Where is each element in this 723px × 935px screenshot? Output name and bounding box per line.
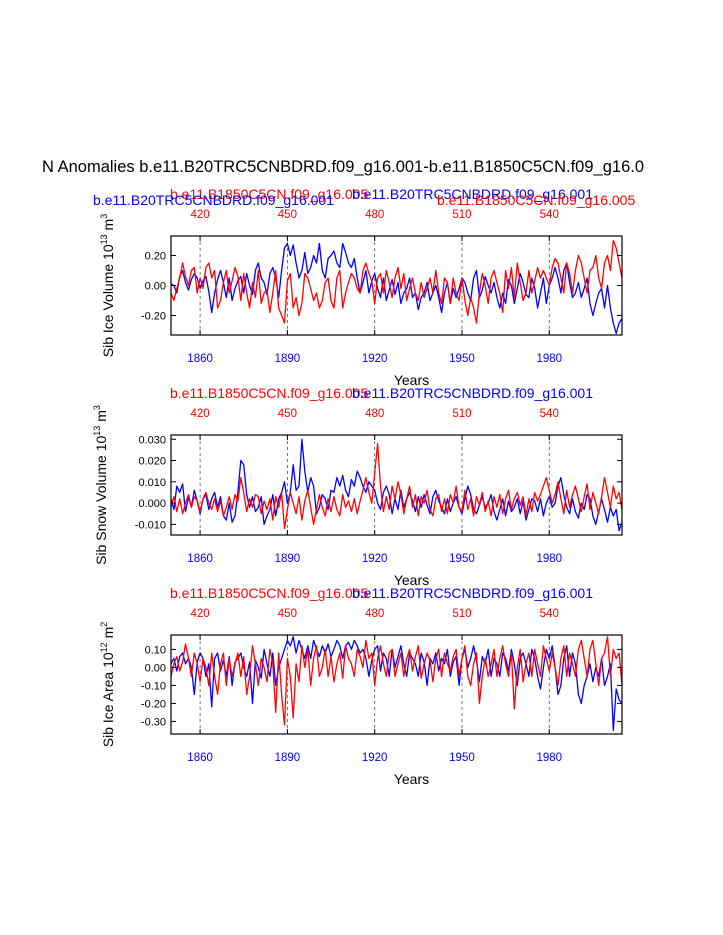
y-tick-label: 0.00 (145, 281, 166, 293)
y-axis-title-exponent: 12 (99, 642, 109, 652)
series-line-blue (171, 438, 622, 532)
y-tick-label: -0.30 (141, 716, 166, 728)
x-tick-label: 1980 (536, 553, 562, 565)
series-group (171, 636, 622, 732)
y-axis-title-main: Sib Ice Volume 10 (100, 244, 116, 357)
x-tick-label: 1920 (362, 553, 388, 565)
top-tick-label: 540 (540, 408, 559, 420)
top-tick-label: 540 (540, 608, 559, 620)
top-tick-label: 450 (278, 408, 297, 420)
series-line-red (171, 239, 622, 324)
y-axis-title-main: Sib Snow Volume 10 (93, 435, 109, 564)
x-tick-label: 1980 (536, 752, 562, 764)
chart-panels: -0.20 0.00 0.20 1860 1890 1920 1950 1980 420 450 4… (92, 186, 635, 787)
y-tick-label: 0.000 (138, 498, 166, 510)
x-axis-title: Years (394, 372, 429, 388)
run-label-blue: b.e11.B20TRC5CNBDRD.f09_g16.001 (352, 186, 593, 202)
x-axis-title: Years (394, 572, 429, 588)
top-tick-label: 510 (452, 209, 471, 221)
chart-panel-1: -0.20 0.00 0.20 1860 1890 1920 1950 1980 420 450 4… (93, 186, 635, 388)
y-axis-title-unit: m (93, 410, 109, 426)
run-label-blue-2: b.e11.B20TRC5CNBDRD.f09_g16.001 (93, 192, 334, 208)
x-tick-label: 1920 (362, 353, 388, 365)
y-tick-label: 0.010 (138, 477, 166, 489)
run-label-red-2: b.e11.B1850C5CN.f09_g16.005 (437, 192, 635, 208)
run-label-blue: b.e11.B20TRC5CNBDRD.f09_g16.001 (352, 385, 593, 401)
x-tick-label: 1890 (275, 752, 301, 764)
x-axis-title: Years (394, 771, 429, 787)
y-tick-label: 0.00 (145, 662, 166, 674)
y-tick-label: -0.20 (141, 311, 166, 323)
y-tick-label: -0.10 (141, 680, 166, 692)
top-tick-label: 420 (191, 608, 210, 620)
x-tick-label: 1920 (362, 752, 388, 764)
y-tick-label: -0.20 (141, 698, 166, 710)
y-axis-title: Sib Snow Volume 1013 m3 (92, 405, 109, 565)
y-axis-title-unit: m (100, 627, 116, 643)
y-tick-label: -0.010 (135, 519, 166, 531)
y-tick-label: 0.020 (138, 456, 166, 468)
run-label-red: b.e11.B1850C5CN.f09_g16.005 (170, 385, 368, 401)
top-tick-label: 480 (365, 608, 384, 620)
y-axis-title-unit-exponent: 3 (92, 405, 102, 410)
y-axis-title-main: Sib Ice Area 10 (100, 652, 116, 747)
x-tick-label: 1860 (187, 553, 213, 565)
y-axis-title-exponent: 13 (99, 234, 109, 244)
x-tick-label: 1950 (449, 353, 475, 365)
x-tick-label: 1950 (449, 553, 475, 565)
series-group (171, 239, 622, 335)
run-label-red: b.e11.B1850C5CN.f09_g16.005 (170, 186, 368, 202)
x-tick-label: 1890 (275, 353, 301, 365)
series-group (171, 438, 622, 532)
chart-panel-3: -0.30 -0.20 -0.10 0.00 0.10 1860 1890 1920 1950 1… (99, 585, 623, 787)
x-tick-label: 1860 (187, 353, 213, 365)
run-label-blue: b.e11.B20TRC5CNBDRD.f09_g16.001 (352, 585, 593, 601)
y-tick-label: 0.20 (145, 251, 166, 263)
top-tick-label: 540 (540, 209, 559, 221)
top-tick-label: 450 (278, 209, 297, 221)
series-line-red (171, 636, 622, 726)
top-tick-label: 480 (365, 209, 384, 221)
x-tick-label: 1860 (187, 752, 213, 764)
main-title: N Anomalies b.e11.B20TRC5CNBDRD.f09_g16.… (42, 158, 644, 176)
plot-frame (170, 634, 623, 735)
series-line-blue (171, 636, 622, 732)
top-tick-label: 510 (452, 408, 471, 420)
plot-frame (170, 434, 623, 536)
series-line-red (171, 442, 622, 530)
chart-panel-2: -0.010 0.000 0.010 0.020 0.030 1860 1890 1920 19… (92, 385, 623, 588)
x-tick-label: 1980 (536, 353, 562, 365)
top-tick-label: 480 (365, 408, 384, 420)
y-tick-label: 0.030 (138, 434, 166, 446)
top-tick-label: 420 (191, 408, 210, 420)
x-tick-label: 1950 (449, 752, 475, 764)
y-axis-title: Sib Ice Area 1012 m2 (99, 622, 116, 748)
y-axis-title-exponent: 13 (92, 426, 102, 436)
x-tick-label: 1890 (275, 553, 301, 565)
y-tick-label: 0.10 (145, 644, 166, 656)
y-axis-title-unit-exponent: 3 (99, 214, 109, 219)
y-axis-title-unit: m (100, 219, 116, 235)
run-label-red: b.e11.B1850C5CN.f09_g16.005 (170, 585, 368, 601)
top-tick-label: 420 (191, 209, 210, 221)
top-tick-label: 510 (452, 608, 471, 620)
y-axis-title-unit-exponent: 2 (99, 622, 109, 627)
y-axis-title: Sib Ice Volume 1013 m3 (99, 214, 116, 357)
top-tick-label: 450 (278, 608, 297, 620)
